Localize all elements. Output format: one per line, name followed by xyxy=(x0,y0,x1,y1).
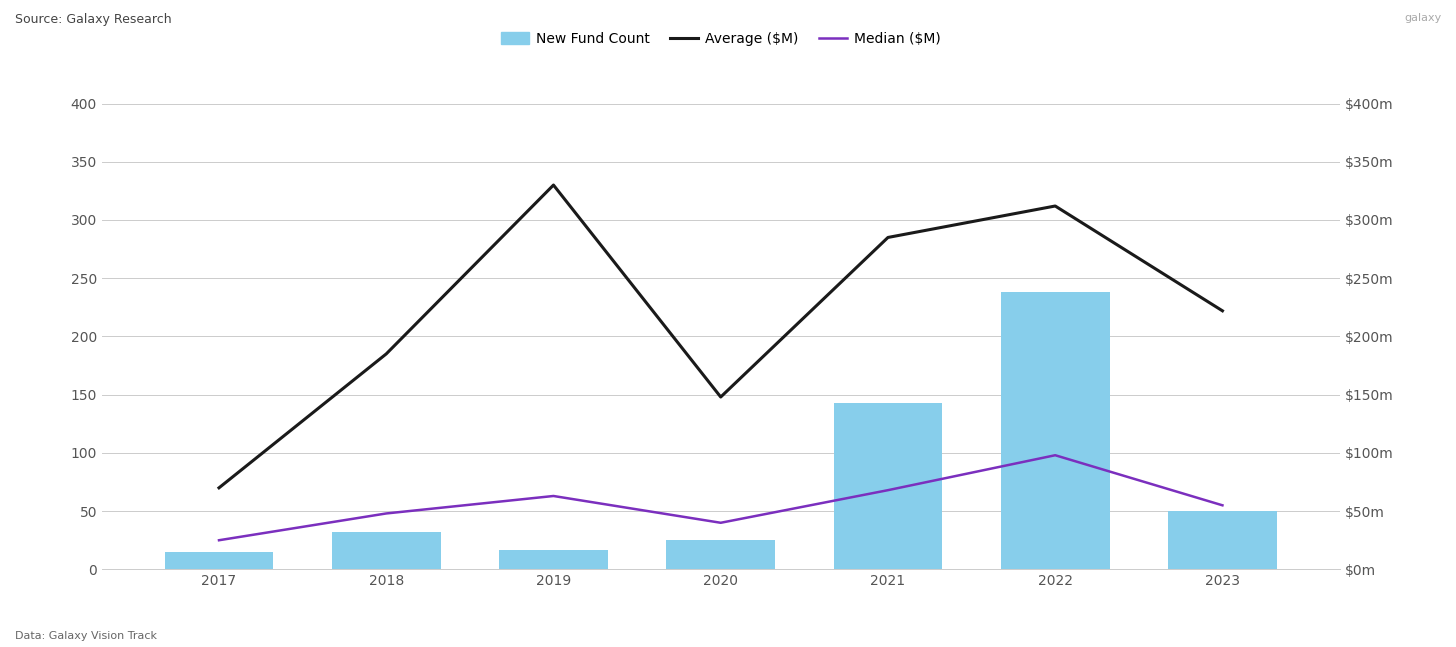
Line: Average ($M): Average ($M) xyxy=(218,185,1223,488)
Text: galaxy: galaxy xyxy=(1404,13,1441,23)
Legend: New Fund Count, Average ($M), Median ($M): New Fund Count, Average ($M), Median ($M… xyxy=(495,27,946,52)
Line: Median ($M): Median ($M) xyxy=(218,455,1223,540)
Median ($M) xyxy=(1214,501,1232,509)
Average ($M) xyxy=(712,393,729,401)
Bar xyxy=(1168,511,1277,569)
Average ($M) xyxy=(545,181,562,189)
Average ($M) xyxy=(879,234,897,241)
Average ($M) xyxy=(210,484,227,492)
Average ($M) xyxy=(1214,307,1232,314)
Bar xyxy=(834,403,942,569)
Bar xyxy=(667,540,775,569)
Median ($M) xyxy=(210,536,227,544)
Bar xyxy=(499,549,607,569)
Median ($M) xyxy=(712,519,729,527)
Text: Source: Galaxy Research: Source: Galaxy Research xyxy=(15,13,172,26)
Bar xyxy=(1000,292,1109,569)
Average ($M) xyxy=(1047,202,1064,210)
Median ($M) xyxy=(377,510,395,518)
Bar xyxy=(165,552,274,569)
Text: Data: Galaxy Vision Track: Data: Galaxy Vision Track xyxy=(15,631,157,641)
Average ($M) xyxy=(377,350,395,358)
Median ($M) xyxy=(545,492,562,500)
Bar xyxy=(332,532,441,569)
Median ($M) xyxy=(879,487,897,494)
Median ($M) xyxy=(1047,452,1064,459)
